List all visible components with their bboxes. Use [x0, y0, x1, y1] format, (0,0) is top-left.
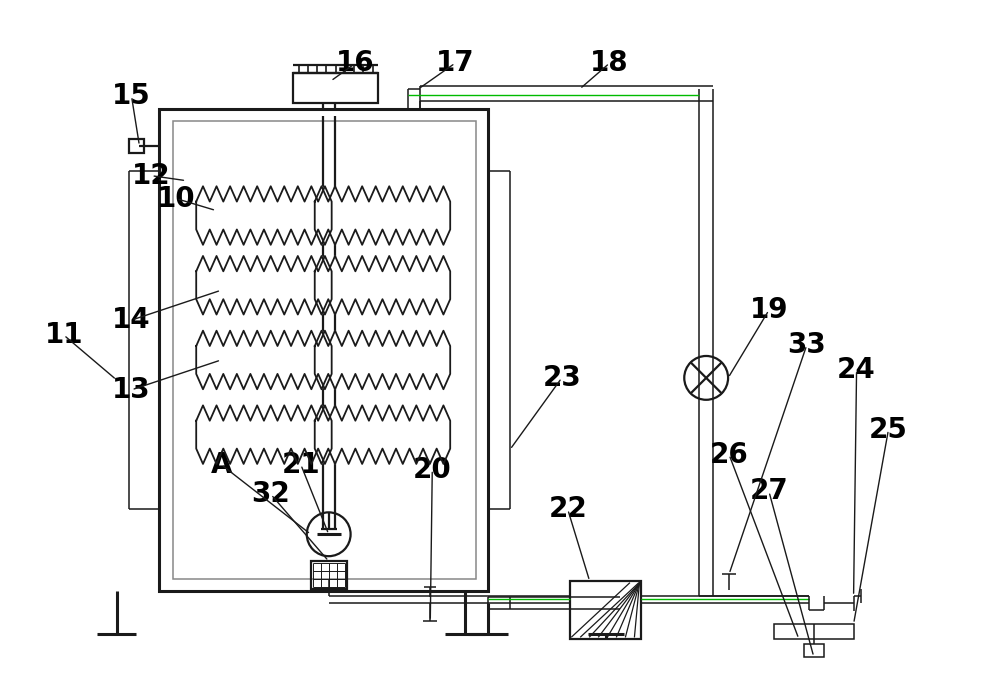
Text: 26: 26 — [710, 440, 748, 468]
Polygon shape — [315, 406, 450, 464]
Text: 25: 25 — [869, 416, 908, 444]
Text: 20: 20 — [413, 456, 452, 484]
Polygon shape — [196, 406, 332, 464]
Text: 16: 16 — [336, 49, 375, 77]
Bar — [774, 624, 854, 639]
Polygon shape — [196, 256, 332, 315]
Polygon shape — [315, 256, 450, 315]
Bar — [293, 73, 378, 103]
Text: 18: 18 — [590, 49, 629, 77]
Text: 19: 19 — [750, 296, 788, 324]
Text: 21: 21 — [281, 450, 320, 479]
Bar — [159, 109, 488, 591]
Text: 33: 33 — [787, 331, 826, 359]
Text: 10: 10 — [157, 184, 196, 213]
Text: 32: 32 — [252, 480, 290, 508]
Text: 23: 23 — [542, 364, 581, 392]
Text: 24: 24 — [837, 356, 876, 384]
Polygon shape — [315, 186, 450, 245]
Text: 17: 17 — [436, 49, 474, 77]
Text: 14: 14 — [112, 306, 151, 334]
Text: 27: 27 — [750, 477, 788, 505]
Polygon shape — [196, 186, 332, 245]
Text: 11: 11 — [44, 321, 83, 349]
Bar — [570, 581, 641, 639]
Text: 15: 15 — [112, 82, 151, 110]
Bar — [804, 644, 824, 657]
Text: 13: 13 — [112, 376, 151, 404]
Bar — [129, 139, 144, 153]
Bar — [173, 121, 476, 579]
Polygon shape — [315, 331, 450, 389]
Polygon shape — [196, 331, 332, 389]
Bar — [311, 561, 347, 589]
Text: 12: 12 — [132, 162, 171, 190]
Text: A: A — [210, 450, 232, 479]
Text: 22: 22 — [548, 496, 587, 524]
